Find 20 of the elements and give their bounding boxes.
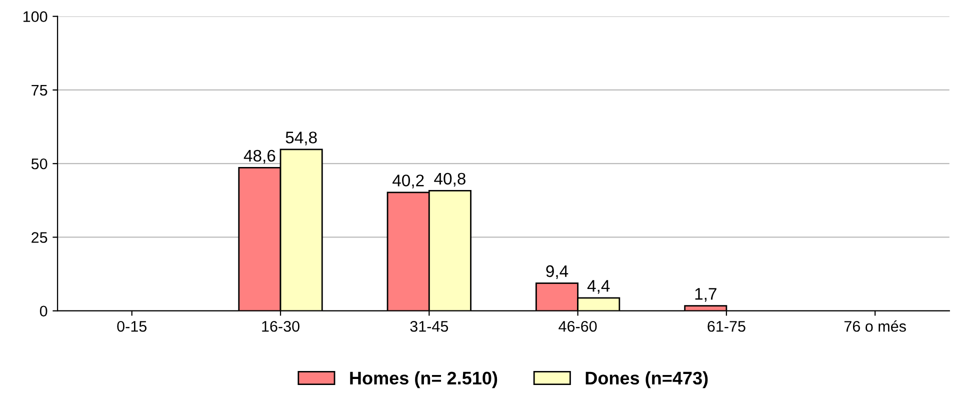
- x-tick-label: 46-60: [558, 320, 597, 332]
- y-tick-label: 100: [23, 11, 48, 22]
- data-label: 40,8: [434, 172, 466, 187]
- data-label: 48,6: [244, 150, 276, 164]
- x-tick-label: 61-75: [708, 320, 746, 332]
- x-tick-label: 76 o més: [844, 320, 906, 332]
- data-label: 9,4: [546, 265, 568, 280]
- y-tick-label: 25: [32, 232, 48, 243]
- legend-label: Dones (n=473): [586, 371, 708, 388]
- x-tick-label: 0-15: [117, 320, 147, 332]
- x-tick-label: 31-45: [410, 320, 448, 332]
- data-label: 54,8: [286, 132, 317, 146]
- y-tick-label: 75: [32, 85, 48, 96]
- data-label: 4,4: [587, 280, 610, 294]
- legend-label: Homes (n= 2.510): [350, 371, 498, 388]
- x-tick-label: 16-30: [262, 320, 300, 332]
- y-tick-label: 0: [40, 306, 48, 317]
- data-label: 40,2: [392, 174, 424, 188]
- data-label: 1,7: [695, 288, 716, 302]
- y-tick-label: 50: [31, 158, 48, 170]
